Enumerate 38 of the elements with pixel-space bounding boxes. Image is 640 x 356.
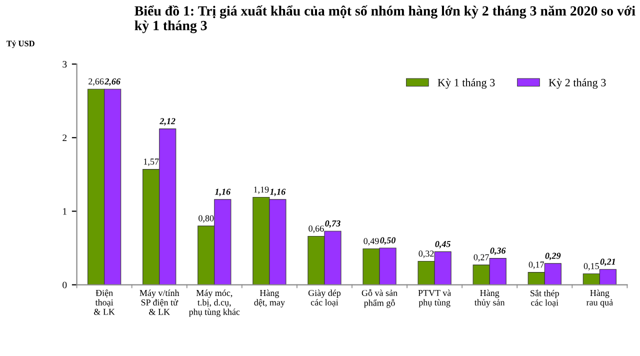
data-label: 1,16 [270,188,286,196]
data-label: 2,12 [160,118,176,126]
y-tick-label: 0 [62,282,67,288]
x-tick-label: Sắt thép các loại [530,290,559,308]
x-tick-label: Giày dép các loại [308,290,341,307]
data-label: 0,17 [528,262,544,269]
data-label: 0,21 [600,258,615,266]
data-label: 1,57 [144,158,159,166]
y-tick-label: 3 [62,61,67,68]
x-tick-label: Máy v/tính SP điện tử & LK [140,290,180,315]
data-label: 0,66 [308,226,324,233]
x-tick-label: Hàng thủy sản [474,290,505,308]
data-label: 0,49 [364,238,379,246]
legend-label: Kỳ 2 tháng 3 [548,78,606,89]
x-tick-label: Hàng rau quả [586,290,613,308]
data-label: 1,19 [254,186,269,194]
data-label: 0,36 [490,248,506,256]
x-tick-label: Gỗ và sản phẩm gỗ [362,289,398,308]
data-label: 1,16 [214,188,231,196]
data-label: 0,80 [198,215,214,223]
data-label: 2,66 [104,78,120,86]
x-tick-label: Hàng dệt, may [254,290,285,308]
data-label: 0,73 [325,220,340,228]
x-tick-label: PTVT và phụ tùng [418,290,452,308]
legend-label: Kỳ 1 tháng 3 [438,78,495,89]
data-label: 0,15 [584,263,599,270]
data-label: 0,50 [380,237,396,245]
data-label: 2,66 [88,78,104,86]
y-tick-label: 2 [62,134,67,142]
x-tick-label: Điện thoại & LK [94,290,115,315]
y-axis-title: Tỷ USD [6,40,34,48]
data-label: 0,29 [545,252,561,260]
data-label: 0,45 [435,240,450,248]
x-tick-label: Máy móc, t.bị, d.cụ, phụ tùng khác [188,290,240,317]
y-tick-label: 1 [63,208,66,215]
data-label: 0,32 [418,250,434,258]
data-label: 0,27 [474,254,489,262]
chart-title: Biểu đồ 1: Trị giá xuất khẩu của một số nhóm hàng lớn kỳ 2 tháng 3 năm 2020 so với kỳ 1 tháng 3 [134,5,636,34]
